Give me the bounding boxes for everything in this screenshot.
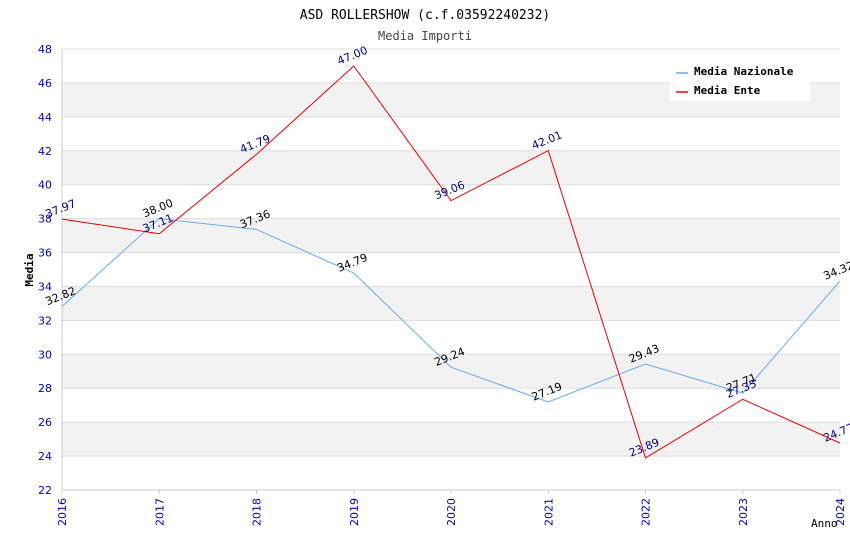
y-tick-label-30: 30 — [38, 348, 52, 361]
series-line-media-ente — [61, 65, 841, 459]
y-tick-label-44: 44 — [38, 111, 52, 124]
y-tick-label-46: 46 — [38, 77, 52, 90]
series-line-media-nazionale — [61, 218, 841, 403]
y-axis-label: Media — [23, 253, 36, 286]
grid-band — [62, 354, 840, 389]
y-tick-label-28: 28 — [38, 382, 52, 395]
y-tick-label-38: 38 — [38, 213, 52, 226]
grid-band — [62, 218, 840, 253]
grid-bands — [62, 82, 840, 457]
x-tick-label-2017: 2017 — [153, 498, 166, 526]
chart-title: ASD ROLLERSHOW (c.f.03592240232) — [300, 8, 550, 23]
x-tick-label-2023: 2023 — [737, 498, 750, 526]
data-label-media-ente-2019: 47.00 — [335, 44, 369, 68]
grid-band — [62, 422, 840, 457]
x-tick-labels: 2016 2017 2018 2019 2020 2021 2022 2023 2024 — [56, 498, 847, 526]
x-tick-label-2019: 2019 — [348, 498, 361, 526]
y-tick-label-42: 42 — [38, 145, 52, 158]
x-tick-label-2020: 2020 — [445, 498, 458, 526]
grid-band — [62, 150, 840, 185]
legend: Media Nazionale Media Ente — [670, 61, 810, 101]
y-tick-labels: 22 24 26 28 30 32 34 36 38 40 42 44 46 48 — [38, 43, 52, 497]
series-lines — [61, 65, 841, 459]
legend-label-media-ente: Media Ente — [694, 84, 761, 97]
y-tick-label-34: 34 — [38, 280, 52, 293]
chart-subtitle: Media Importi — [378, 29, 472, 43]
legend-label-media-nazionale: Media Nazionale — [694, 65, 794, 78]
y-tick-label-26: 26 — [38, 416, 52, 429]
x-tick-label-2024: 2024 — [834, 498, 847, 526]
data-label-media-ente-2021: 42.01 — [530, 128, 564, 152]
data-label-media-ente-2016: 37.97 — [44, 197, 78, 221]
y-tick-label-22: 22 — [38, 484, 52, 497]
grid-lines — [62, 48, 840, 491]
data-label-media-nazionale-2019: 34.79 — [335, 251, 369, 275]
y-tick-label-40: 40 — [38, 179, 52, 192]
x-tick-label-2022: 2022 — [640, 498, 653, 526]
data-label-media-nazionale-2024: 34.32 — [822, 259, 850, 283]
x-tick-label-2021: 2021 — [542, 498, 555, 526]
y-tick-label-48: 48 — [38, 43, 52, 56]
x-axis-label: Anno — [811, 517, 838, 530]
x-tick-label-2018: 2018 — [251, 498, 264, 526]
legend-box — [670, 61, 810, 101]
grid-band — [62, 286, 840, 321]
x-tick-label-2016: 2016 — [56, 498, 69, 526]
y-tick-label-24: 24 — [38, 450, 52, 463]
y-tick-label-32: 32 — [38, 314, 52, 327]
axes — [61, 49, 841, 494]
y-tick-label-36: 36 — [38, 247, 52, 260]
